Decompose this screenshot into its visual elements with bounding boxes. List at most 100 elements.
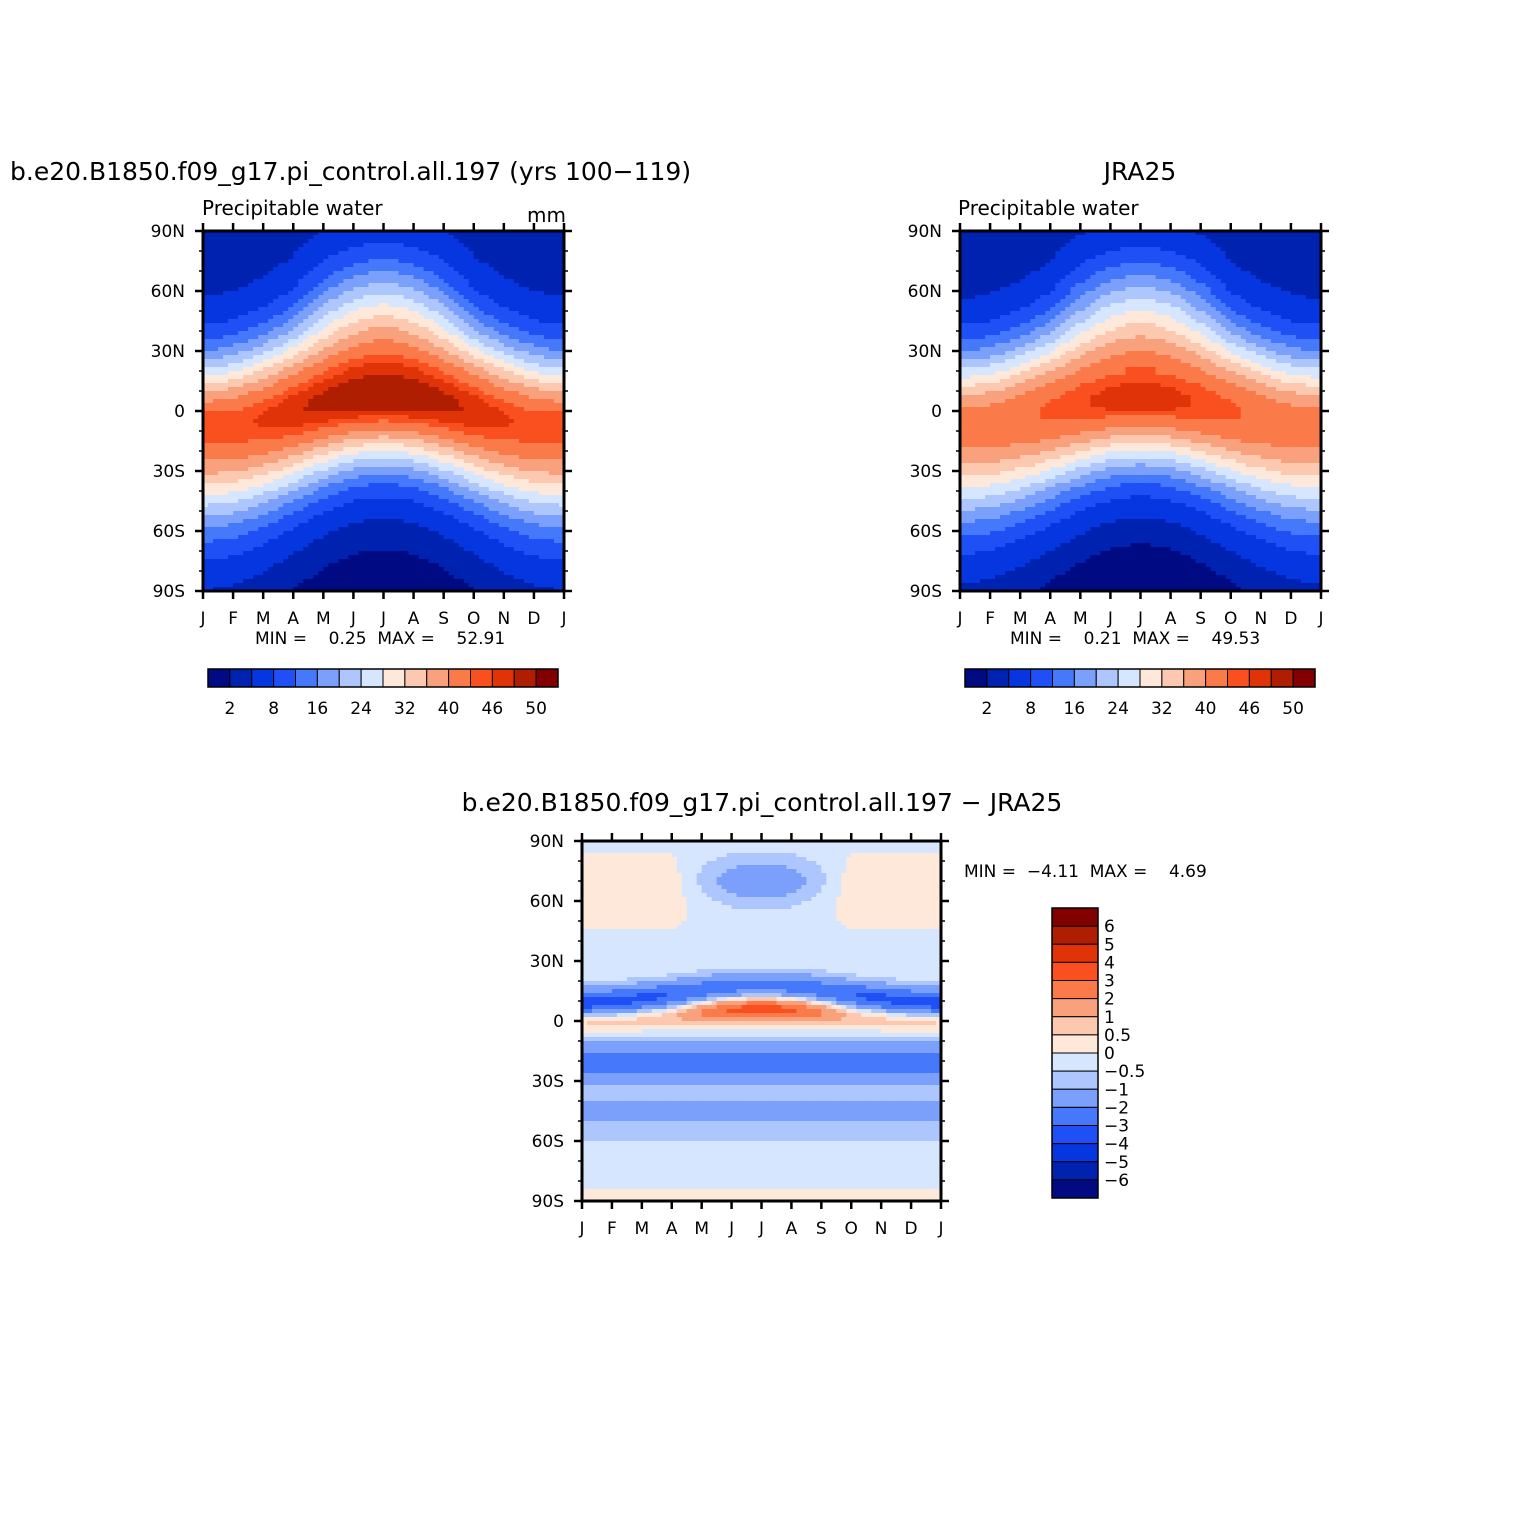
heatmap-cell xyxy=(519,267,525,272)
heatmap-cell xyxy=(399,335,405,340)
heatmap-cell xyxy=(338,363,344,368)
heatmap-cell xyxy=(323,295,329,300)
heatmap-cell xyxy=(338,263,344,268)
heatmap-cell xyxy=(233,279,239,284)
heatmap-cell xyxy=(439,235,445,240)
heatmap-cell xyxy=(494,351,500,356)
heatmap-cell xyxy=(283,311,289,316)
heatmap-cell xyxy=(363,299,369,304)
heatmap-cell xyxy=(459,311,465,316)
heatmap-cell xyxy=(474,287,480,292)
heatmap-cell xyxy=(338,247,344,252)
heatmap-cell xyxy=(519,299,525,304)
heatmap-cell xyxy=(419,327,425,332)
heatmap-cell xyxy=(469,327,475,332)
heatmap-cell xyxy=(208,279,214,284)
heatmap-cell xyxy=(233,351,239,356)
heatmap-cell xyxy=(514,327,520,332)
heatmap-cell xyxy=(333,279,339,284)
heatmap-cell xyxy=(378,251,384,256)
heatmap-cell xyxy=(429,259,435,264)
heatmap-cell xyxy=(404,263,410,268)
heatmap-cell xyxy=(323,311,329,316)
heatmap-cell xyxy=(378,243,384,248)
heatmap-cell xyxy=(514,299,520,304)
heatmap-cell xyxy=(273,243,279,248)
heatmap-cell xyxy=(419,359,425,364)
heatmap-cell xyxy=(454,243,460,248)
heatmap-cell xyxy=(208,259,214,264)
heatmap-cell xyxy=(223,327,229,332)
heatmap-cell xyxy=(353,263,359,268)
heatmap-cell xyxy=(273,355,279,360)
heatmap-cell xyxy=(519,327,525,332)
heatmap-cell xyxy=(323,235,329,240)
heatmap-cell xyxy=(404,307,410,312)
heatmap-cell xyxy=(384,251,390,256)
heatmap-cell xyxy=(384,263,390,268)
heatmap-cell xyxy=(213,347,219,352)
heatmap-cell xyxy=(308,295,314,300)
heatmap-cell xyxy=(328,339,334,344)
heatmap-cell xyxy=(454,275,460,280)
heatmap-cell xyxy=(328,359,334,364)
heatmap-cell xyxy=(368,315,374,320)
heatmap-cell xyxy=(459,339,465,344)
heatmap-cell xyxy=(554,283,560,288)
heatmap-cell xyxy=(208,323,214,328)
heatmap-cell xyxy=(549,355,555,360)
heatmap-cell xyxy=(293,331,299,336)
heatmap-model xyxy=(203,231,565,592)
heatmap-cell xyxy=(544,315,550,320)
heatmap-cell xyxy=(238,327,244,332)
heatmap-cell xyxy=(273,331,279,336)
heatmap-cell xyxy=(399,271,405,276)
heatmap-cell xyxy=(238,243,244,248)
heatmap-cell xyxy=(368,359,374,364)
heatmap-cell xyxy=(243,279,249,284)
heatmap-cell xyxy=(554,267,560,272)
heatmap-cell xyxy=(514,251,520,256)
heatmap-cell xyxy=(378,263,384,268)
heatmap-cell xyxy=(263,359,269,364)
heatmap-cell xyxy=(449,303,455,308)
heatmap-cell xyxy=(373,267,379,272)
heatmap-cell xyxy=(253,335,259,340)
heatmap-cell xyxy=(474,355,480,360)
heatmap-cell xyxy=(258,323,264,328)
heatmap-cell xyxy=(474,311,480,316)
heatmap-cell xyxy=(439,359,445,364)
heatmap-cell xyxy=(489,271,495,276)
heatmap-cell xyxy=(208,247,214,252)
heatmap-cell xyxy=(228,359,234,364)
heatmap-cell xyxy=(213,315,219,320)
heatmap-cell xyxy=(499,263,505,268)
heatmap-cell xyxy=(414,355,420,360)
heatmap-cell xyxy=(549,279,555,284)
heatmap-cell xyxy=(288,303,294,308)
heatmap-cell xyxy=(464,355,470,360)
heatmap-cell xyxy=(268,291,274,296)
heatmap-cell xyxy=(313,259,319,264)
heatmap-cell xyxy=(479,299,485,304)
heatmap-cell xyxy=(429,295,435,300)
heatmap-cell xyxy=(479,359,485,364)
heatmap-cell xyxy=(524,243,530,248)
heatmap-cell xyxy=(554,343,560,348)
heatmap-cell xyxy=(283,299,289,304)
heatmap-cell xyxy=(253,295,259,300)
heatmap-cell xyxy=(459,303,465,308)
heatmap-cell xyxy=(409,259,415,264)
heatmap-cell xyxy=(323,255,329,260)
heatmap-cell xyxy=(238,239,244,244)
heatmap-cell xyxy=(439,295,445,300)
heatmap-cell xyxy=(298,271,304,276)
heatmap-cell xyxy=(499,275,505,280)
heatmap-cell xyxy=(479,271,485,276)
heatmap-cell xyxy=(484,275,490,280)
heatmap-cell xyxy=(338,335,344,340)
heatmap-cell xyxy=(213,255,219,260)
heatmap-cell xyxy=(444,247,450,252)
heatmap-cell xyxy=(419,295,425,300)
heatmap-cell xyxy=(404,315,410,320)
